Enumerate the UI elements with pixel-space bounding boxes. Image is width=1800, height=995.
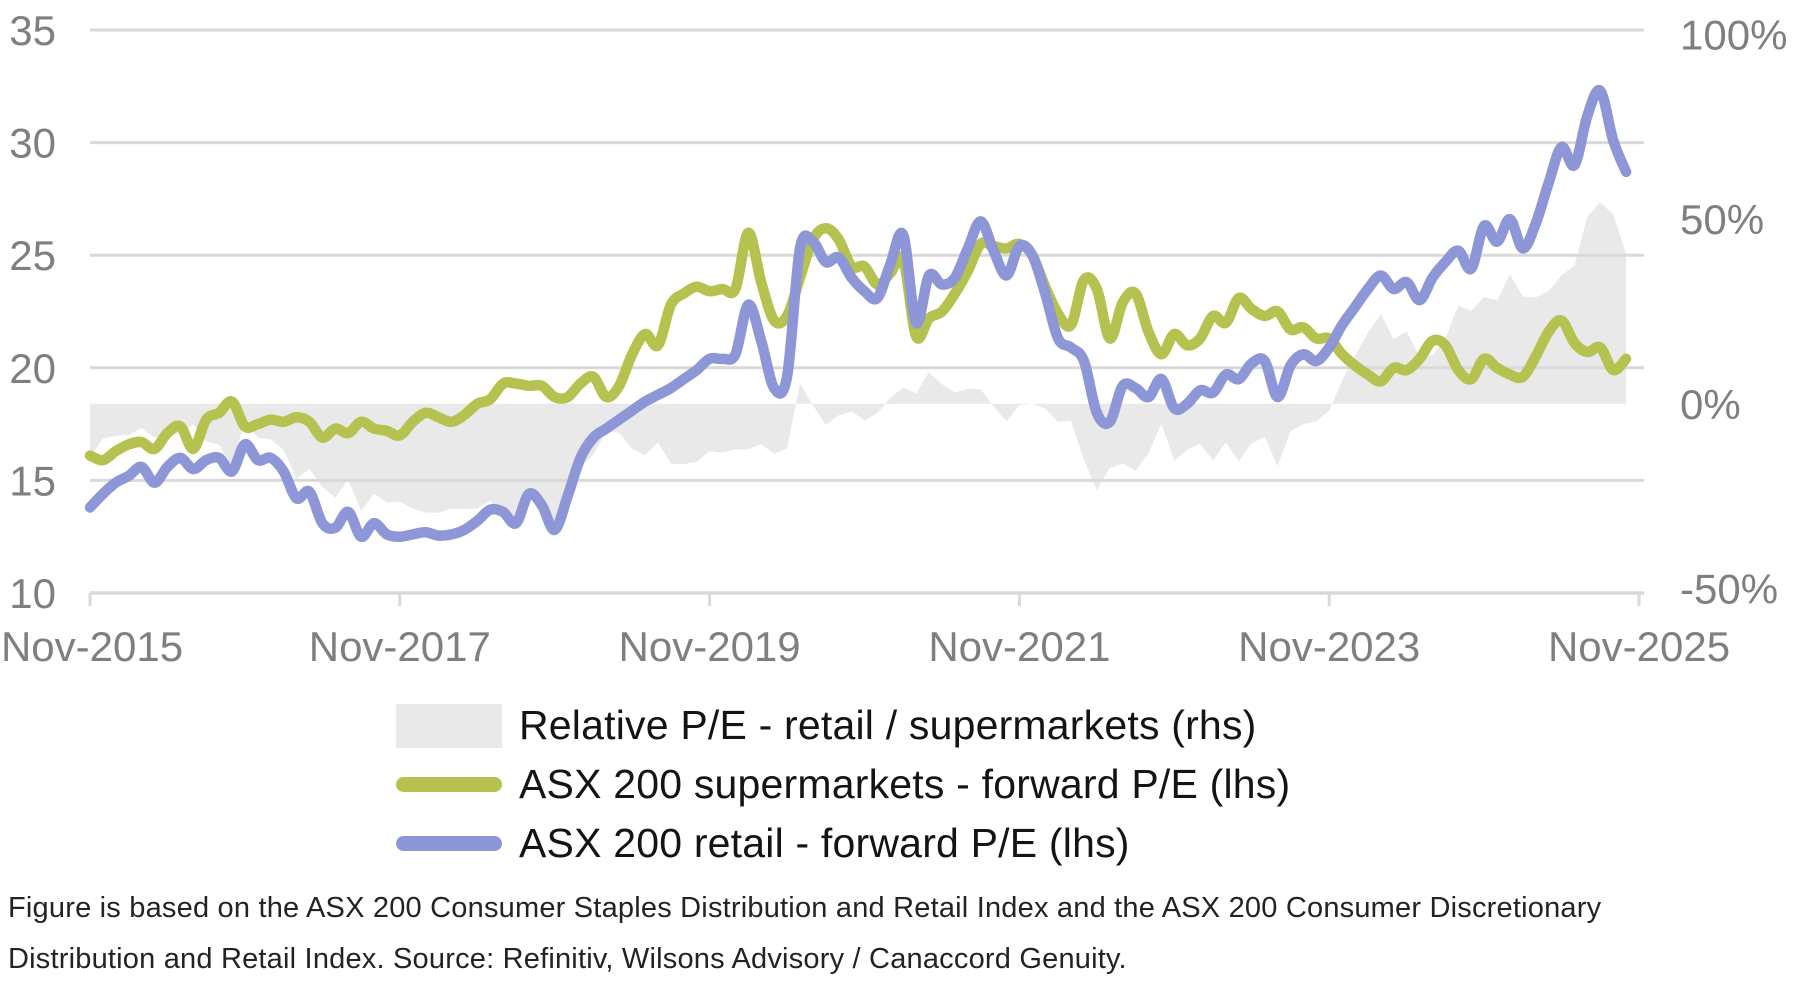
x-axis-label-Nov-2015: Nov-2015: [1, 623, 183, 670]
right-axis-label-0: 0%: [1680, 381, 1741, 428]
x-axis-label-Nov-2019: Nov-2019: [619, 623, 801, 670]
legend-item-relative-pe: Relative P/E - retail / supermarkets (rh…: [396, 696, 1290, 755]
x-axis-label-Nov-2025: Nov-2025: [1548, 623, 1730, 670]
left-axis-label-20: 20: [9, 345, 56, 392]
relative-pe-area-swatch: [396, 703, 502, 748]
legend-label-supermarkets: ASX 200 supermarkets - forward P/E (lhs): [519, 761, 1291, 807]
left-axis-label-15: 15: [9, 457, 56, 504]
right-axis-label--50: -50%: [1680, 565, 1778, 612]
retail-line: [84, 84, 1632, 542]
right-axis-label-100: 100%: [1680, 12, 1787, 59]
left-axis-label-30: 30: [9, 120, 56, 167]
left-axis-label-25: 25: [9, 232, 56, 279]
supermarkets-line-swatch: [396, 777, 502, 792]
retail-line-swatch: [396, 836, 502, 851]
footnote-line-2: Distribution and Retail Index. Source: R…: [8, 943, 1127, 975]
left-axis-label-10: 10: [9, 570, 56, 617]
right-axis-label-50: 50%: [1680, 196, 1764, 243]
relative-pe-area: [90, 202, 1627, 523]
x-axis-label-Nov-2023: Nov-2023: [1238, 623, 1420, 670]
x-axis-label-Nov-2021: Nov-2021: [928, 623, 1110, 670]
legend-label-retail: ASX 200 retail - forward P/E (lhs): [519, 820, 1130, 866]
legend-label-relative-pe: Relative P/E - retail / supermarkets (rh…: [519, 702, 1257, 748]
footnote-line-1: Figure is based on the ASX 200 Consumer …: [8, 892, 1602, 924]
legend-item-supermarkets: ASX 200 supermarkets - forward P/E (lhs): [396, 755, 1290, 814]
figure-footnote: Figure is based on the ASX 200 Consumer …: [8, 883, 1788, 985]
left-axis-label-35: 35: [9, 7, 56, 54]
chart-legend: Relative P/E - retail / supermarkets (rh…: [396, 696, 1290, 873]
supermarkets-line: [84, 222, 1632, 466]
x-axis-label-Nov-2017: Nov-2017: [309, 623, 491, 670]
legend-item-retail: ASX 200 retail - forward P/E (lhs): [396, 814, 1290, 873]
